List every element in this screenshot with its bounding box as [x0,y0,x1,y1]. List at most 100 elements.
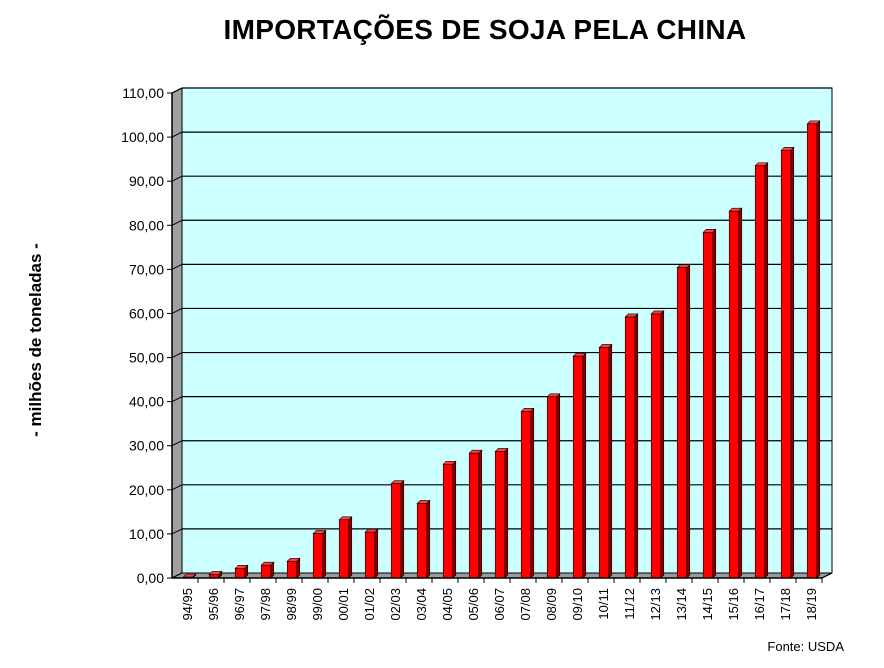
bar [286,557,301,579]
bar [208,570,223,579]
gridline-side [171,528,183,535]
bar [624,313,639,579]
y-tick-label: 110,00 [122,85,164,101]
y-tick-label: 40,00 [129,394,164,410]
bar-front [702,232,714,579]
side-wall [171,87,183,579]
y-tick-label: 100,00 [121,129,164,145]
x-tick-label: 14/15 [700,588,715,621]
bar-front [780,150,792,579]
gridline-side [171,263,183,270]
bar [416,499,431,579]
grid-lines [171,87,832,535]
bar [312,529,327,579]
x-tick-label: 04/05 [440,588,455,621]
y-tick-label: 0,00 [137,570,164,586]
y-tick-label: 80,00 [129,217,164,233]
bar-side [322,529,327,579]
bar-side [816,120,821,579]
y-tick-label: 30,00 [129,438,164,454]
bar-side [374,528,379,579]
bar [338,516,353,579]
bar-side [400,479,405,579]
bar-side [712,228,717,579]
bar-front [598,347,610,579]
x-tick-label: 18/19 [804,588,819,621]
bar-front [442,463,454,579]
x-tick-label: 10/11 [596,588,611,620]
x-tick-label: 98/99 [284,588,299,621]
bar [494,447,509,579]
bar-front [494,451,506,579]
bar-side [556,393,561,579]
y-tick-label: 10,00 [129,526,164,542]
gridline-side [171,308,183,314]
bar-side [452,460,457,579]
x-tick-label: 97/98 [258,588,273,621]
bar-front [390,483,402,579]
x-tick-label: 05/06 [466,588,481,621]
bar [650,310,665,579]
gridline-side [171,440,183,447]
bar-front [338,519,350,579]
gridline-side [171,396,183,403]
bar-front [234,567,246,579]
bar [468,449,483,579]
bar-front [676,267,688,579]
x-tick-label: 01/02 [362,588,377,621]
bar-front [546,396,558,579]
bar [754,162,769,579]
bar-front [286,560,298,579]
x-tick-label: 13/14 [674,588,689,621]
bar-side [504,447,509,579]
bar-side [582,352,587,579]
gridline-side [171,175,183,182]
bar [520,407,535,579]
bar [260,561,275,579]
x-tick-label: 07/08 [518,588,533,621]
bar [390,479,405,579]
gridline-side [171,131,183,138]
bar-side [764,162,769,579]
bar [234,564,249,579]
bar-side [686,263,691,579]
gridline-side [171,87,183,94]
bar [364,528,379,579]
y-tick-label: 20,00 [129,482,164,498]
bar-front [416,503,428,579]
bar-front [624,316,636,579]
bar-side [530,407,535,579]
bar [572,352,587,579]
x-tick-label: 08/09 [544,588,559,621]
y-tick-label: 60,00 [129,305,164,321]
bar-side [478,449,483,579]
bar [676,263,691,579]
x-tick-label: 12/13 [648,588,663,621]
y-tick-label: 70,00 [129,261,164,277]
bar-front [364,531,376,579]
bar [546,393,561,579]
bar-side [426,499,431,579]
x-tick-label: 11/12 [622,588,637,620]
bar-side [738,207,743,579]
bar-front [468,452,480,579]
bar-side [348,516,353,579]
bar-side [790,146,795,579]
x-tick-label: 96/97 [232,588,247,621]
x-tick-label: 95/96 [206,588,221,621]
bar [806,120,821,579]
chart-title: IMPORTAÇÕES DE SOJA PELA CHINA [223,14,747,45]
bar-front [260,564,272,579]
x-tick-label: 03/04 [414,588,429,621]
bar-front [754,165,766,579]
x-tick-label: 09/10 [570,588,585,621]
bar-side [634,313,639,579]
bar-side [660,310,665,579]
bar [702,228,717,579]
bars [182,120,821,579]
bar-front [520,411,532,579]
gridline-side [171,219,183,226]
gridline-side [171,484,183,491]
x-tick-label: 00/01 [336,588,351,621]
